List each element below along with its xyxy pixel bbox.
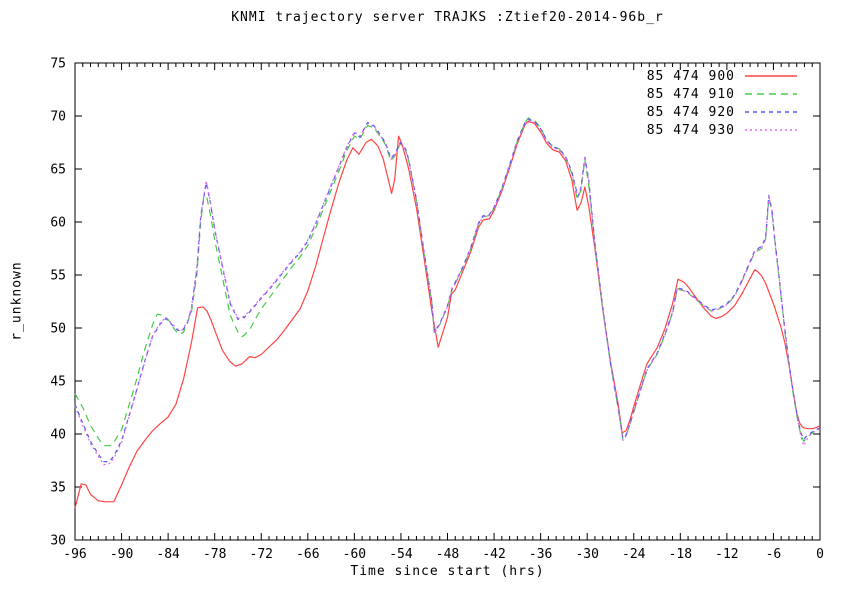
legend-label: 85 474 920 [646, 104, 735, 120]
x-tick-label: -18 [669, 547, 692, 562]
x-tick-label: -66 [296, 547, 319, 562]
x-tick-label: -30 [575, 547, 598, 562]
x-tick-label: -24 [622, 547, 646, 562]
legend-label: 85 474 900 [646, 68, 735, 84]
legend-entry: 85 474 900 [647, 67, 797, 85]
y-tick-label: 65 [50, 163, 66, 178]
y-tick-label: 55 [50, 269, 66, 284]
legend-line-sample-dotted [745, 129, 797, 131]
x-tick-label: -48 [436, 547, 459, 562]
y-tick-label: 45 [50, 375, 66, 390]
legend: 85 474 900 85 474 910 85 474 920 85 474 … [647, 67, 797, 139]
y-tick-label: 40 [50, 428, 66, 443]
series-line-85-474-900 [74, 120, 821, 509]
y-tick-label: 70 [50, 110, 66, 125]
chart-title: KNMI trajectory server TRAJKS :Ztief20-2… [231, 10, 664, 25]
x-tick-label: -84 [156, 547, 180, 562]
legend-label: 85 474 930 [646, 122, 735, 138]
series-line-85-474-910 [74, 117, 821, 447]
x-tick-label: -36 [529, 547, 552, 562]
x-tick-label: -60 [343, 547, 366, 562]
y-tick-label: 60 [50, 216, 66, 231]
y-tick-label: 35 [50, 481, 66, 496]
x-tick-label: -72 [250, 547, 273, 562]
x-axis-label: Time since start (hrs) [350, 564, 545, 579]
legend-line-sample-solid [745, 75, 797, 77]
x-tick-label: -54 [389, 547, 413, 562]
series-line-85-474-920 [74, 118, 821, 463]
x-tick-label: -96 [63, 547, 86, 562]
x-tick-label: -12 [715, 547, 738, 562]
legend-label: 85 474 910 [646, 86, 735, 102]
x-tick-label: 0 [816, 547, 824, 562]
legend-entry: 85 474 930 [647, 121, 797, 139]
series-line-85-474-930 [74, 119, 821, 466]
y-tick-label: 75 [50, 57, 66, 72]
legend-line-sample-dashed [745, 93, 797, 95]
x-tick-label: -6 [766, 547, 782, 562]
legend-entry: 85 474 910 [647, 85, 797, 103]
y-tick-label: 50 [50, 322, 66, 337]
legend-entry: 85 474 920 [647, 103, 797, 121]
x-tick-label: -78 [203, 547, 226, 562]
x-tick-label: -42 [482, 547, 505, 562]
legend-line-sample-short-dash [745, 111, 797, 113]
x-tick-label: -90 [110, 547, 133, 562]
y-tick-label: 30 [50, 534, 66, 549]
